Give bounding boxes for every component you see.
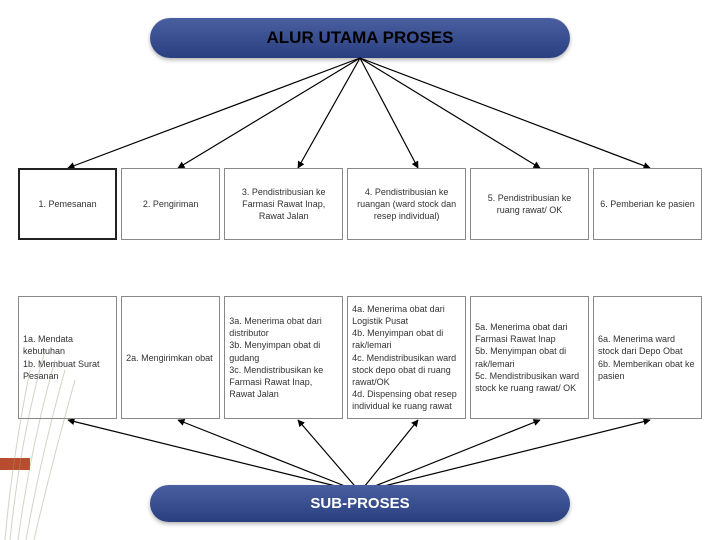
sub-process-row: 1a. Mendata kebutuhan 1b. Membuat Surat … bbox=[0, 296, 720, 419]
subprocess-box-6: 6a. Menerima ward stock dari Depo Obat 6… bbox=[593, 296, 702, 419]
arrow-layer bbox=[0, 0, 720, 540]
process-box-1: 1. Pemesanan bbox=[18, 168, 117, 240]
process-box-2: 2. Pengiriman bbox=[121, 168, 220, 240]
main-process-row: 1. Pemesanan2. Pengiriman3. Pendistribus… bbox=[0, 168, 720, 240]
process-box-3: 3. Pendistribusian ke Farmasi Rawat Inap… bbox=[224, 168, 343, 240]
subprocess-box-5: 5a. Menerima obat dari Farmasi Rawat Ina… bbox=[470, 296, 589, 419]
process-box-5: 5. Pendistribusian ke ruang rawat/ OK bbox=[470, 168, 589, 240]
subprocess-box-4: 4a. Menerima obat dari Logistik Pusat 4b… bbox=[347, 296, 466, 419]
title-bottom-banner: SUB-PROSES bbox=[150, 485, 570, 522]
subprocess-box-2: 2a. Mengirimkan obat bbox=[121, 296, 220, 419]
process-box-6: 6. Pemberian ke pasien bbox=[593, 168, 702, 240]
leaf-decoration bbox=[0, 340, 90, 540]
subprocess-box-3: 3a. Menerima obat dari distributor 3b. M… bbox=[224, 296, 343, 419]
title-top-banner: ALUR UTAMA PROSES bbox=[150, 18, 570, 58]
process-box-4: 4. Pendistribusian ke ruangan (ward stoc… bbox=[347, 168, 466, 240]
